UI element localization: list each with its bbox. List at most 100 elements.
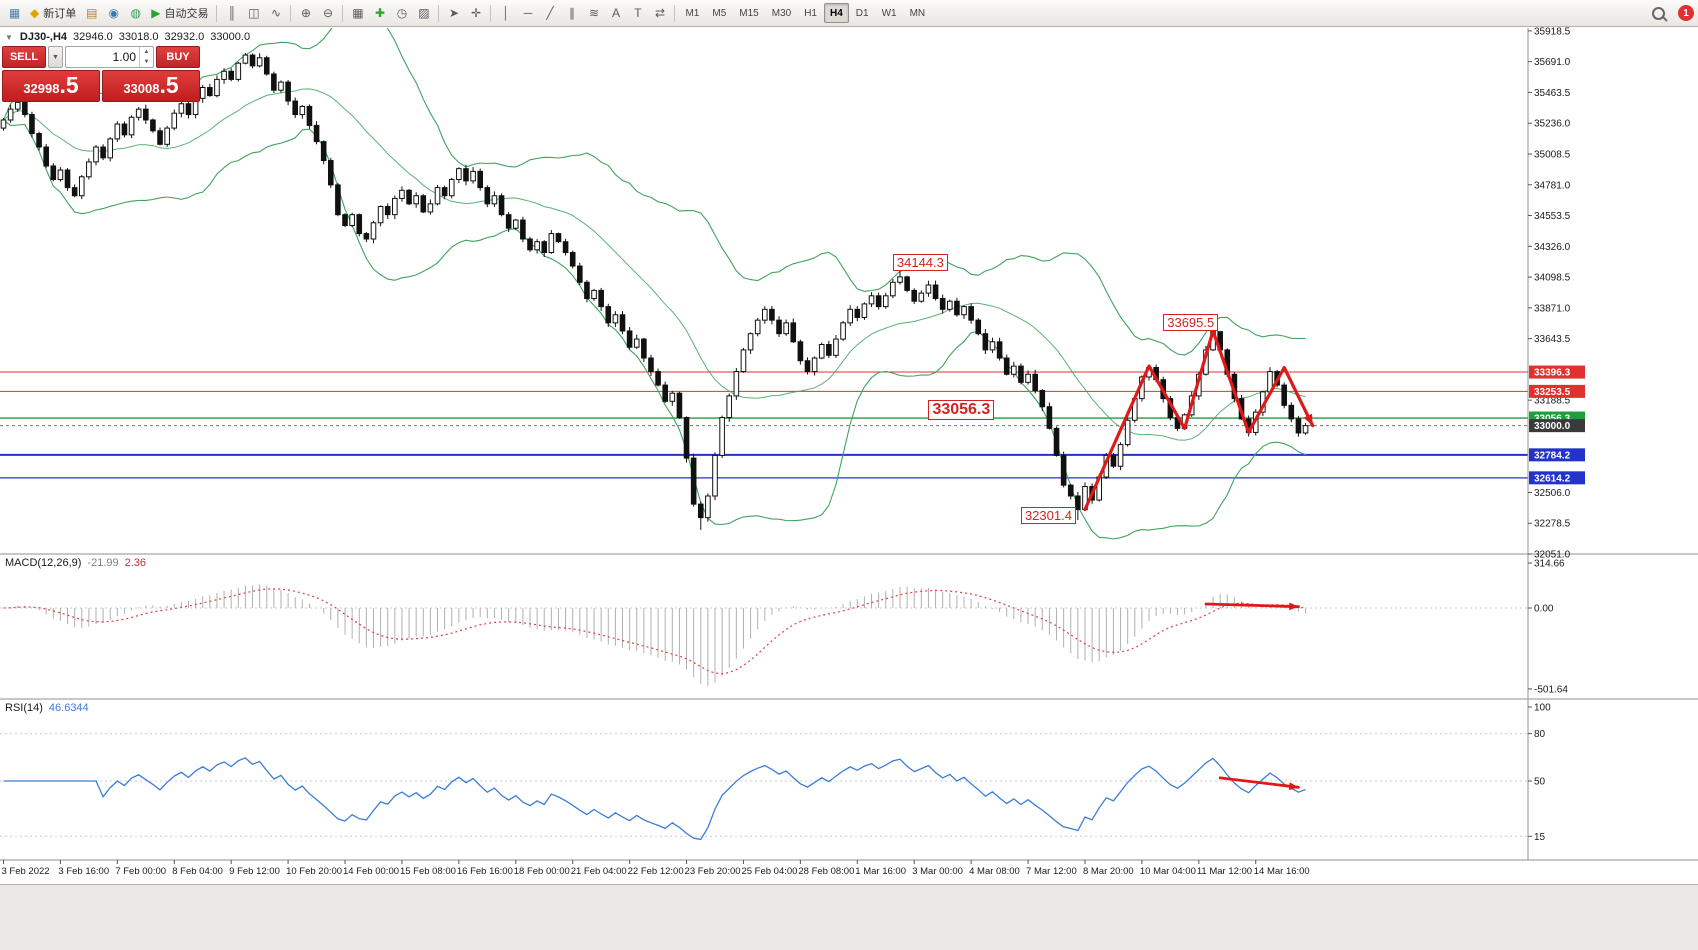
text-button[interactable]: A [605, 3, 626, 24]
svg-text:35691.0: 35691.0 [1534, 57, 1571, 68]
sell-button[interactable]: SELL [2, 46, 46, 68]
market-watch-icon: ▤ [86, 6, 98, 20]
crosshair-icon: ✛ [470, 6, 481, 20]
navigator-button[interactable]: ◉ [103, 3, 124, 24]
svg-text:21 Feb 04:00: 21 Feb 04:00 [571, 866, 627, 877]
svg-text:9 Feb 12:00: 9 Feb 12:00 [229, 866, 280, 877]
new-order-label: 新订单 [43, 8, 77, 20]
buy-price[interactable]: 33008.5 [102, 70, 200, 102]
new-order-icon: ◆ [30, 6, 40, 20]
indicator-list-icon: ✚ [374, 6, 385, 20]
vertical-line-button[interactable]: │ [495, 3, 516, 24]
trendline-button[interactable]: ╱ [539, 3, 560, 24]
price-callout: 32301.4 [1020, 507, 1076, 525]
timeframe-h1[interactable]: H1 [804, 7, 817, 19]
toolbar-separator [342, 4, 344, 22]
zoom-in-icon: ⊕ [300, 6, 311, 20]
period-settings-button[interactable]: ◷ [391, 3, 412, 24]
svg-text:100: 100 [1534, 703, 1551, 714]
macd-arrow-annotation [1204, 602, 1300, 611]
text-label-button[interactable]: T [627, 3, 648, 24]
svg-text:4 Mar 08:00: 4 Mar 08:00 [969, 866, 1020, 877]
market-watch-button[interactable]: ▤ [81, 3, 102, 24]
search-button[interactable] [1648, 3, 1669, 24]
new-order-button[interactable]: ◆ 新订单 [26, 3, 80, 24]
horizontal-line-icon: ─ [523, 6, 533, 20]
zoom-in-button[interactable]: ⊕ [295, 3, 316, 24]
toolbar: ▦ ◆ 新订单 ▤ ◉ ◍ ▶ 自动交易 ║ ◫ ∿ ⊕ ⊖ ▦ ✚ ◷ ▨ ➤ ✛ │ ─ ╱ ∥ ≋ A T ⇄ M1 M5 M15… [0, 0, 1698, 27]
one-click-toggle-icon[interactable]: ▼ [5, 32, 13, 42]
svg-text:-501.64: -501.64 [1534, 684, 1568, 695]
tile-windows-button[interactable]: ▦ [347, 3, 368, 24]
svg-text:32051.0: 32051.0 [1534, 550, 1571, 561]
volume-input[interactable] [66, 47, 139, 67]
chart-ohlc-readout: ▼ DJ30-,H4 32946.0 33018.0 32932.0 33000… [5, 31, 250, 43]
timeframe-m15[interactable]: M15 [739, 7, 759, 19]
cursor-icon: ➤ [448, 6, 459, 20]
zigzag-annotation [1083, 329, 1315, 512]
svg-text:33188.5: 33188.5 [1534, 396, 1571, 407]
fibonacci-button[interactable]: ≋ [583, 3, 604, 24]
templates-button[interactable]: ▨ [413, 3, 434, 24]
stepper-up-icon[interactable]: ▲ [143, 49, 150, 55]
svg-text:35008.5: 35008.5 [1534, 149, 1571, 160]
trendline-icon: ╱ [546, 6, 554, 20]
svg-text:34553.5: 34553.5 [1534, 211, 1571, 222]
buy-price-main: 33008 [123, 81, 160, 96]
time-axis[interactable]: 3 Feb 2022 3 Feb 16:00 7 Feb 00:00 8 Feb 04… [2, 860, 1310, 877]
toolbar-separator [438, 4, 440, 22]
svg-text:22 Feb 12:00: 22 Feb 12:00 [628, 866, 684, 877]
terminal-button[interactable]: ◍ [125, 3, 146, 24]
zoom-out-button[interactable]: ⊖ [317, 3, 338, 24]
price-axis[interactable]: 35918.5 35691.0 35463.5 35236.0 35008.5 34781… [1528, 27, 1585, 843]
bar-chart-button[interactable]: ║ [221, 3, 242, 24]
macd-value: -21.99 [87, 557, 119, 569]
svg-text:10 Mar 04:00: 10 Mar 04:00 [1140, 866, 1196, 877]
sell-price[interactable]: 32998.5 [2, 70, 100, 102]
search-icon [1652, 6, 1665, 20]
cursor-button[interactable]: ➤ [443, 3, 464, 24]
one-click-trading-panel: SELL ▼ ▲ ▼ BUY 32998.5 33008.5 [2, 46, 200, 102]
rsi-pane [0, 733, 1528, 841]
line-chart-icon: ∿ [270, 6, 281, 20]
horizontal-line-button[interactable]: ─ [517, 3, 538, 24]
buy-button[interactable]: BUY [156, 46, 200, 68]
svg-text:7 Mar 12:00: 7 Mar 12:00 [1026, 866, 1077, 877]
svg-text:35918.5: 35918.5 [1534, 27, 1571, 37]
equidistant-channel-button[interactable]: ∥ [561, 3, 582, 24]
line-chart-button[interactable]: ∿ [265, 3, 286, 24]
timeframe-w1[interactable]: W1 [881, 7, 897, 19]
arrow-tools-button[interactable]: ⇄ [649, 3, 670, 24]
svg-text:33056.3: 33056.3 [1534, 414, 1571, 425]
notification-badge[interactable]: 1 [1678, 5, 1694, 21]
order-options-dropdown[interactable]: ▼ [48, 46, 63, 68]
ohlc-close: 33000.0 [210, 31, 251, 43]
svg-text:7 Feb 00:00: 7 Feb 00:00 [115, 866, 166, 877]
autotrading-button[interactable]: ▶ 自动交易 [147, 3, 212, 24]
timeframe-m1[interactable]: M1 [685, 7, 700, 19]
pane-borders [0, 28, 1698, 861]
timeframe-d1[interactable]: D1 [855, 7, 869, 19]
text-icon: A [611, 6, 620, 20]
chart-canvas[interactable]: 35918.5 35691.0 35463.5 35236.0 35008.5 34781… [0, 27, 1698, 949]
svg-text:11 Mar 12:00: 11 Mar 12:00 [1197, 866, 1252, 877]
svg-text:8 Feb 04:00: 8 Feb 04:00 [172, 866, 223, 877]
svg-text:314.66: 314.66 [1534, 559, 1565, 570]
timeframe-m5[interactable]: M5 [712, 7, 727, 19]
volume-stepper[interactable]: ▲ ▼ [139, 47, 153, 67]
timeframe-h4[interactable]: H4 [823, 3, 849, 23]
period-settings-icon: ◷ [396, 6, 408, 20]
svg-text:25 Feb 04:00: 25 Feb 04:00 [741, 866, 797, 877]
timeframe-mn[interactable]: MN [909, 7, 926, 19]
svg-text:33396.3: 33396.3 [1534, 368, 1571, 379]
timeframe-m30[interactable]: M30 [771, 7, 792, 19]
indicator-list-button[interactable]: ✚ [369, 3, 390, 24]
stepper-down-icon[interactable]: ▼ [143, 59, 150, 65]
new-chart-button[interactable]: ▦ [4, 3, 25, 24]
svg-text:18 Feb 00:00: 18 Feb 00:00 [514, 866, 570, 877]
equidistant-channel-icon: ∥ [568, 6, 575, 20]
candlestick-chart-button[interactable]: ◫ [243, 3, 264, 24]
templates-icon: ▨ [418, 6, 430, 20]
svg-text:23 Feb 20:00: 23 Feb 20:00 [685, 866, 741, 877]
crosshair-button[interactable]: ✛ [465, 3, 486, 24]
